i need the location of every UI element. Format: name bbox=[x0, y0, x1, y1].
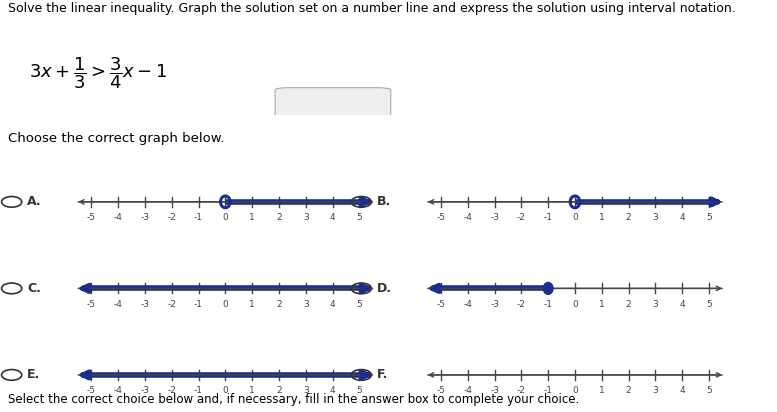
Text: 2: 2 bbox=[276, 386, 282, 396]
Text: 0: 0 bbox=[572, 213, 578, 222]
Text: 3: 3 bbox=[653, 300, 658, 309]
Text: 3: 3 bbox=[303, 213, 308, 222]
Text: $3x+\dfrac{1}{3}>\dfrac{3}{4}x-1$: $3x+\dfrac{1}{3}>\dfrac{3}{4}x-1$ bbox=[30, 55, 168, 91]
Text: D.: D. bbox=[377, 282, 392, 295]
Text: 2: 2 bbox=[625, 213, 632, 222]
Text: -1: -1 bbox=[194, 300, 203, 309]
Text: -2: -2 bbox=[167, 213, 176, 222]
Text: -2: -2 bbox=[167, 300, 176, 309]
Text: E.: E. bbox=[27, 368, 40, 382]
Text: -3: -3 bbox=[141, 213, 149, 222]
Text: -2: -2 bbox=[517, 386, 526, 396]
Text: Choose the correct graph below.: Choose the correct graph below. bbox=[8, 131, 225, 145]
Text: 4: 4 bbox=[679, 300, 685, 309]
Text: -1: -1 bbox=[194, 386, 203, 396]
Text: -5: -5 bbox=[437, 300, 445, 309]
Text: 4: 4 bbox=[329, 386, 336, 396]
Text: 0: 0 bbox=[572, 300, 578, 309]
Text: -5: -5 bbox=[87, 386, 96, 396]
Text: 0: 0 bbox=[572, 386, 578, 396]
Text: 1: 1 bbox=[249, 386, 255, 396]
Text: 1: 1 bbox=[249, 300, 255, 309]
Text: B.: B. bbox=[377, 195, 391, 208]
Text: F.: F. bbox=[377, 368, 388, 382]
Text: 2: 2 bbox=[276, 213, 282, 222]
Text: 5: 5 bbox=[706, 213, 712, 222]
Text: -4: -4 bbox=[463, 300, 472, 309]
Text: 1: 1 bbox=[249, 213, 255, 222]
Text: 3: 3 bbox=[653, 386, 658, 396]
Text: -3: -3 bbox=[490, 300, 499, 309]
Text: -3: -3 bbox=[490, 213, 499, 222]
Text: 2: 2 bbox=[625, 300, 632, 309]
Text: 3: 3 bbox=[303, 300, 308, 309]
Text: -2: -2 bbox=[167, 386, 176, 396]
Text: 2: 2 bbox=[276, 300, 282, 309]
Text: 1: 1 bbox=[599, 300, 605, 309]
Text: 5: 5 bbox=[357, 213, 362, 222]
Text: 4: 4 bbox=[679, 213, 685, 222]
Text: 4: 4 bbox=[329, 300, 336, 309]
Text: 0: 0 bbox=[222, 213, 228, 222]
Text: 0: 0 bbox=[222, 386, 228, 396]
Text: -4: -4 bbox=[113, 300, 123, 309]
Text: 0: 0 bbox=[222, 300, 228, 309]
Text: •••: ••• bbox=[324, 99, 342, 109]
Text: -5: -5 bbox=[87, 213, 96, 222]
Text: -4: -4 bbox=[463, 213, 472, 222]
Text: 2: 2 bbox=[625, 386, 632, 396]
Text: Select the correct choice below and, if necessary, fill in the answer box to com: Select the correct choice below and, if … bbox=[8, 393, 579, 406]
Text: Solve the linear inequality. Graph the solution set on a number line and express: Solve the linear inequality. Graph the s… bbox=[8, 2, 736, 15]
Text: -1: -1 bbox=[544, 300, 552, 309]
Text: -3: -3 bbox=[490, 386, 499, 396]
Text: 5: 5 bbox=[706, 300, 712, 309]
Text: 3: 3 bbox=[653, 213, 658, 222]
Text: -2: -2 bbox=[517, 213, 526, 222]
Text: -5: -5 bbox=[437, 386, 445, 396]
Text: -4: -4 bbox=[113, 213, 123, 222]
Text: -1: -1 bbox=[544, 213, 552, 222]
Text: -3: -3 bbox=[141, 386, 149, 396]
Text: 3: 3 bbox=[303, 386, 308, 396]
Text: 4: 4 bbox=[679, 386, 685, 396]
Text: 5: 5 bbox=[357, 386, 362, 396]
Text: 4: 4 bbox=[329, 213, 336, 222]
Text: C.: C. bbox=[27, 282, 41, 295]
Text: -5: -5 bbox=[437, 213, 445, 222]
Text: A.: A. bbox=[27, 195, 42, 208]
Text: -1: -1 bbox=[544, 386, 552, 396]
Text: -3: -3 bbox=[141, 300, 149, 309]
Text: 5: 5 bbox=[357, 300, 362, 309]
Circle shape bbox=[543, 283, 553, 294]
FancyBboxPatch shape bbox=[275, 88, 391, 118]
Text: -4: -4 bbox=[113, 386, 123, 396]
Text: -5: -5 bbox=[87, 300, 96, 309]
Text: 1: 1 bbox=[599, 386, 605, 396]
Text: -1: -1 bbox=[194, 213, 203, 222]
Text: 5: 5 bbox=[706, 386, 712, 396]
Text: -2: -2 bbox=[517, 300, 526, 309]
Text: -4: -4 bbox=[463, 386, 472, 396]
Text: 1: 1 bbox=[599, 213, 605, 222]
